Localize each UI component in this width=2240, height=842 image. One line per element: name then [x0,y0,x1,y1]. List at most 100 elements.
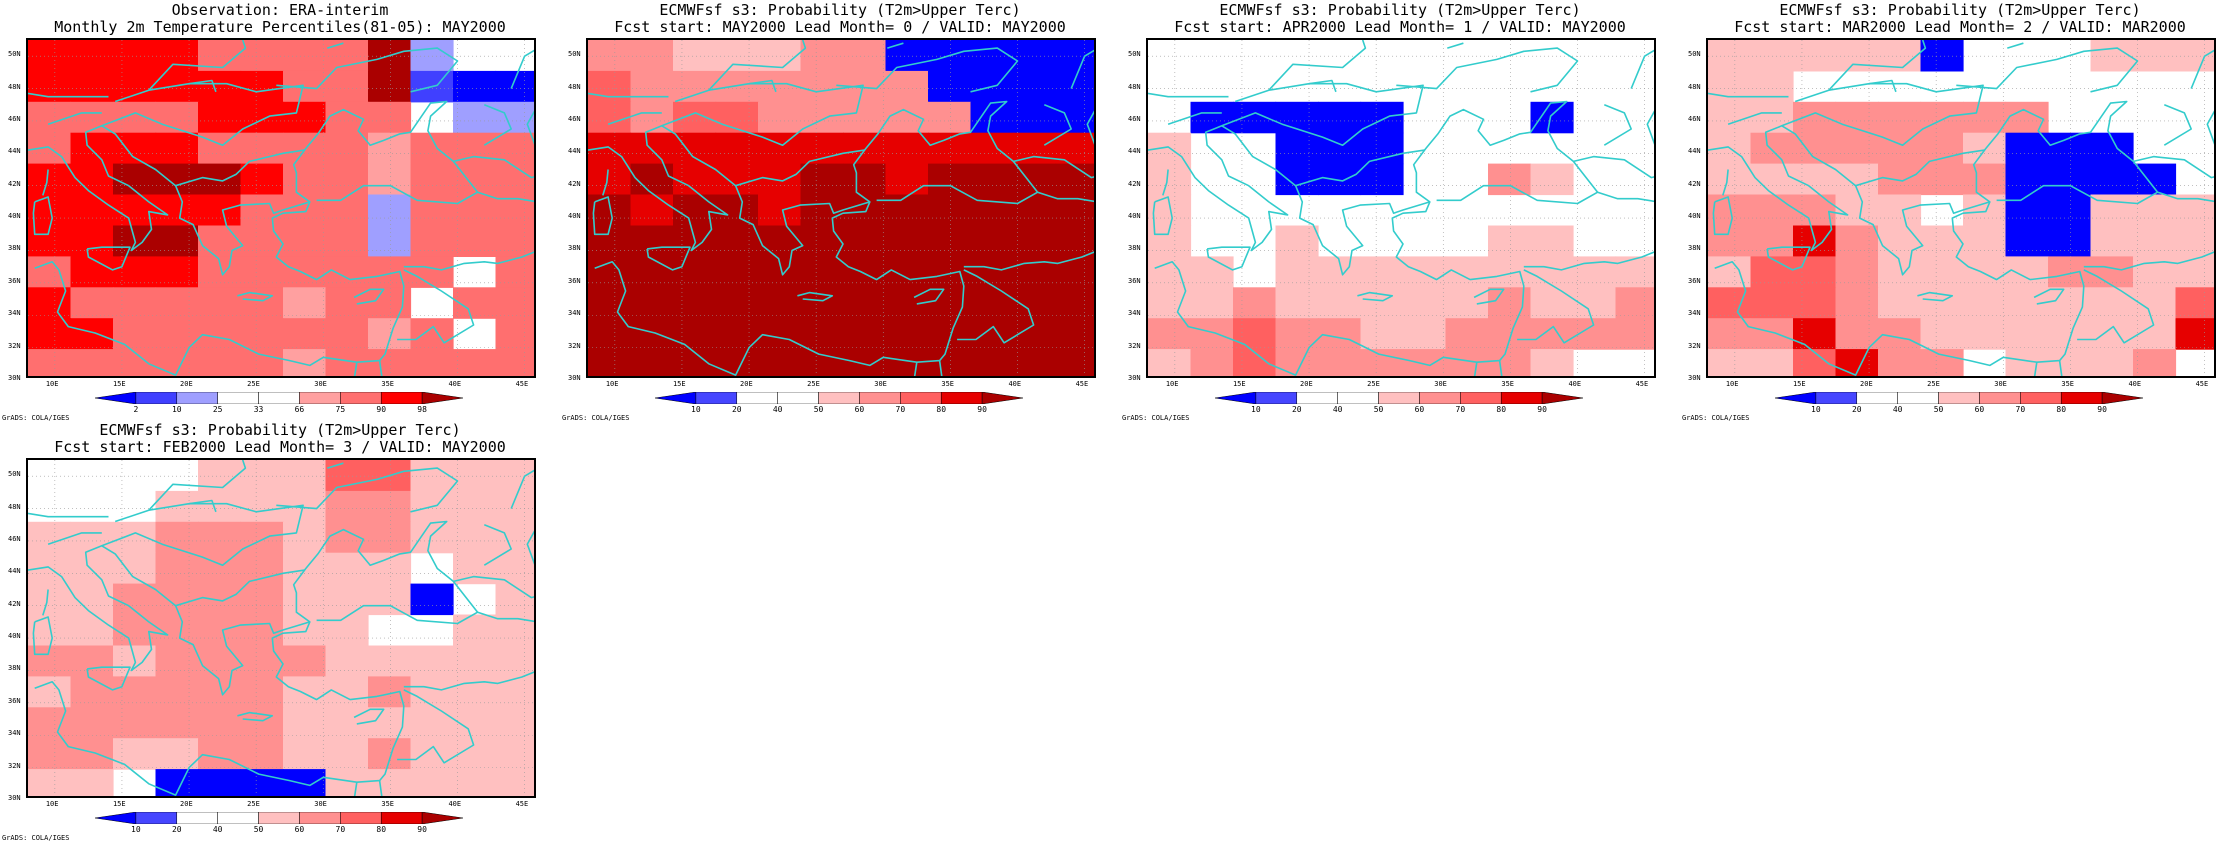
grid-cell [113,194,157,226]
grid-cell [240,349,284,376]
grid-cell [1530,287,1574,319]
grid-cell [1055,256,1094,288]
grid-cell [28,769,72,796]
coastline [1357,291,1394,302]
grid-cell [113,132,157,165]
grid-cell [1275,101,1319,134]
grid-cell [2090,40,2134,72]
grid-cell [928,349,972,376]
grid-cell [1013,70,1057,103]
grid-cell [28,256,72,288]
grid-cell [155,552,199,585]
grid-cell [240,614,284,646]
grid-cell [2133,349,2177,376]
grid-cell [28,40,72,72]
coastline [2033,362,2038,376]
grid-cell [1055,40,1094,72]
grid-cell [325,256,369,288]
colorbar-segment [176,812,218,824]
map-panel-obs: Observation: ERA-interim Monthly 2m Tempe… [0,0,560,422]
grid-cell [1963,287,2007,319]
colorbar-segment [1815,392,1858,404]
colorbar-segment [421,812,463,824]
grid-cell [758,101,802,134]
coastline [1855,149,1985,187]
y-tick-label: 32N [8,341,21,350]
map-svg [588,40,1094,376]
grid-cell [2005,163,2049,196]
grid-cell [240,490,284,523]
grid-cell [410,521,454,554]
grid-cell [368,645,412,677]
grid-cell [495,287,534,319]
grid-cell [970,163,1014,196]
x-tick-label: 30E [314,800,327,808]
grid-cell [1530,163,1574,196]
grid-cell [325,738,369,770]
coastline [2190,49,2214,89]
coastline [1308,79,1337,93]
grid-cell [283,552,327,585]
grid-cell [928,194,972,226]
y-tick-label: 36N [8,276,21,285]
grid-cell [155,256,199,288]
x-tick-label: 15E [672,380,686,388]
colorbar-label: 60 [294,825,305,834]
grid-cell [2005,318,2049,350]
coastline [1162,169,1169,196]
grid-cell [283,645,327,677]
coastline [661,82,864,146]
grid-cell [28,194,72,226]
grid-cell [1920,132,1964,165]
grid-cell [970,194,1014,226]
panel-title-line2: Fcst start: MAY2000 Lead Month= 0 / VALI… [614,18,1066,36]
colorbar-segment [258,812,300,824]
grid-cell [113,552,157,585]
coastline [913,362,918,376]
grid-cell [2048,225,2092,257]
grid-cell [198,769,242,796]
x-tick-label: 30E [1434,380,1447,388]
map-svg [1148,40,1654,376]
grid-cell [1190,318,1234,350]
x-tick-label: 35E [381,380,395,388]
grid-cell [1835,256,1879,288]
grid-cell [885,194,929,226]
grid-cell [715,101,759,134]
grid-cell [800,101,844,134]
coastline [797,291,834,302]
grid-cell [198,490,242,523]
coastline [1498,360,1503,376]
coastline [353,288,385,305]
colorbar-segment [1215,392,1257,404]
panel-title-line2: Fcst start: MAR2000 Lead Month= 2 / VALI… [1734,18,2186,36]
grid-cell [800,70,844,103]
y-tick-label: 38N [8,244,21,253]
x-tick-label: 10E [45,800,59,808]
colorbar-label: 98 [417,405,427,414]
x-tick-label: 40E [448,380,462,388]
coastline [2077,269,2155,344]
grid-cell [928,256,972,288]
map-panel-lead3: ECMWFsf s3: Probability (T2m>Upper Terc)… [0,420,560,842]
grid-cell [1275,132,1319,165]
x-tick-label: 40E [1008,380,1022,388]
grid-cell [70,287,114,319]
grid-cell [1750,349,1794,376]
coastline [32,196,54,236]
coastline [1646,110,1654,145]
coastline [607,112,662,125]
grid-cell [155,101,199,134]
grid-cell [1793,194,1837,226]
coastline [28,92,109,98]
grid-cell [1403,287,1447,319]
map-area [26,458,536,798]
grid-cell [1708,318,1752,350]
grid-cell [2048,287,2092,319]
grid-cell [240,287,284,319]
y-tick-label: 34N [8,309,21,318]
grid-cell [843,101,887,134]
grid-cell [970,256,1014,288]
x-tick-label: 45E [515,380,529,388]
coastline [42,169,49,196]
